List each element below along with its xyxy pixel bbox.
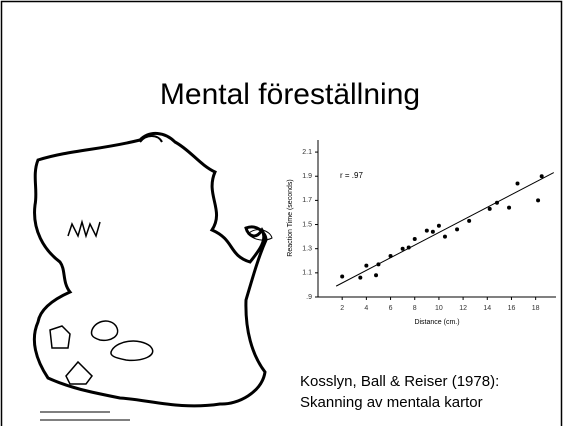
data-point — [487, 206, 492, 211]
data-point — [455, 227, 460, 232]
data-point — [436, 223, 441, 228]
map-illustration — [32, 132, 273, 421]
data-point — [424, 228, 429, 233]
x-tick-label: 12 — [459, 305, 467, 312]
data-point — [340, 274, 345, 279]
fit-line — [335, 172, 555, 287]
x-tick-label: 2 — [340, 305, 344, 312]
x-tick-label: 4 — [364, 305, 368, 312]
y-tick-label: 1.3 — [302, 246, 312, 253]
y-tick-label: 2.1 — [302, 149, 312, 156]
x-tick-label: 8 — [413, 305, 417, 312]
y-tick-label: 1.5 — [302, 221, 312, 228]
caption-line: Kosslyn, Ball & Reiser (1978): — [300, 373, 499, 390]
data-point — [539, 174, 544, 179]
x-tick-label: 16 — [508, 305, 516, 312]
data-point — [364, 263, 369, 268]
x-tick-label: 18 — [532, 305, 540, 312]
data-point — [412, 237, 417, 242]
x-axis-label: Distance (cm.) — [414, 319, 459, 326]
data-point — [406, 245, 411, 250]
y-axis-label: Reaction Time (seconds) — [287, 179, 294, 256]
y-tick-label: 1.1 — [302, 270, 312, 277]
y-tick-label: 1.7 — [302, 197, 312, 204]
data-point — [376, 262, 381, 267]
data-point — [494, 200, 499, 205]
data-point — [374, 273, 379, 278]
data-point — [515, 181, 520, 186]
x-tick-label: 6 — [389, 305, 393, 312]
data-point — [507, 205, 512, 210]
data-point — [442, 234, 447, 239]
annotation: r = .97 — [340, 171, 363, 180]
data-point — [358, 275, 363, 280]
y-tick-label: .9 — [306, 294, 312, 301]
x-tick-label: 10 — [435, 305, 443, 312]
data-point — [536, 198, 541, 203]
x-tick-label: 14 — [483, 305, 491, 312]
data-point — [388, 253, 393, 258]
data-point — [430, 229, 435, 234]
data-point — [400, 246, 405, 251]
data-point — [467, 218, 472, 223]
caption-line: Skanning av mentala kartor — [300, 394, 483, 411]
y-tick-label: 1.9 — [302, 173, 312, 180]
slide-title: Mental föreställning — [160, 78, 420, 111]
